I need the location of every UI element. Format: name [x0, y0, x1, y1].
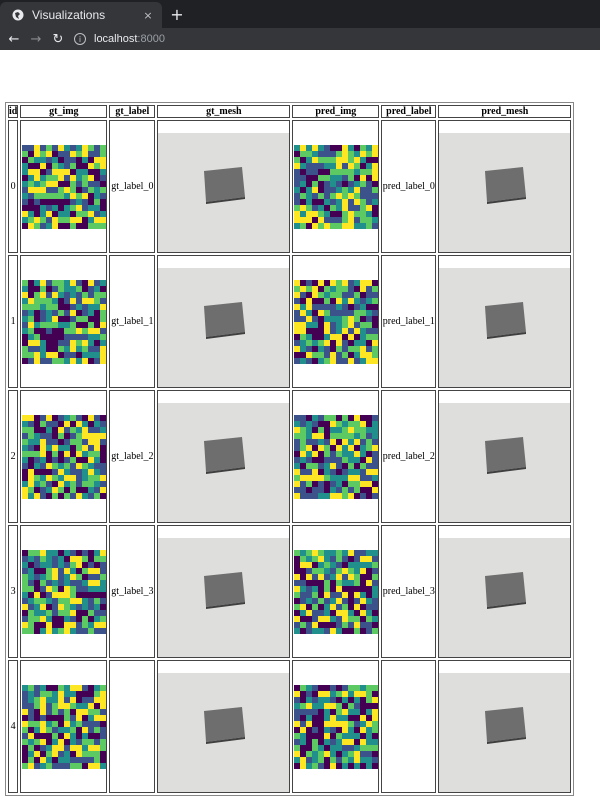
- header-gt-label: gt_label: [109, 105, 156, 118]
- forward-arrow-icon[interactable]: →: [30, 31, 42, 47]
- pred-img-cell: [292, 390, 380, 523]
- row-id: 0: [8, 120, 19, 253]
- mesh-render: [158, 391, 290, 522]
- pred-label-cell: pred_label_1: [381, 255, 437, 388]
- mesh-render: [439, 121, 571, 252]
- url-host: localhost: [94, 33, 138, 45]
- gt-mesh-cell: [157, 660, 291, 793]
- address-bar[interactable]: i localhost:8000: [74, 29, 600, 49]
- heatmap-image: [21, 279, 106, 364]
- mesh-render: [439, 391, 571, 522]
- new-tab-button[interactable]: +: [170, 4, 184, 24]
- gt-label-cell: gt_label_0: [109, 120, 156, 253]
- gt-img-cell: [20, 660, 108, 793]
- gt-img-cell: [20, 525, 108, 658]
- pred-img-cell: [292, 660, 380, 793]
- gt-mesh-cell: [157, 255, 291, 388]
- gt-label-cell: gt_label_1: [109, 255, 156, 388]
- header-gt-img: gt_img: [20, 105, 108, 118]
- header-pred-label: pred_label: [381, 105, 437, 118]
- header-gt-mesh: gt_mesh: [157, 105, 291, 118]
- heatmap-image: [293, 549, 378, 634]
- header-id: id: [8, 105, 19, 118]
- mesh-render: [158, 661, 290, 792]
- pred-img-cell: [292, 255, 380, 388]
- heatmap-image: [293, 684, 378, 769]
- heatmap-image: [293, 414, 378, 499]
- gt-label-cell: gt_label_2: [109, 390, 156, 523]
- gt-img-cell: [20, 255, 108, 388]
- gt-mesh-cell: [157, 120, 291, 253]
- header-pred-mesh: pred_mesh: [438, 105, 572, 118]
- pred-label-cell: pred_label_0: [381, 120, 437, 253]
- back-arrow-icon[interactable]: ←: [8, 31, 20, 47]
- pred-img-cell: [292, 120, 380, 253]
- table-row: 1 gt_label_1 pred_label_1: [8, 255, 572, 388]
- header-pred-img: pred_img: [292, 105, 380, 118]
- gt-label-cell: [109, 660, 156, 793]
- browser-tab[interactable]: Visualizations ×: [0, 2, 162, 28]
- mesh-render: [158, 121, 290, 252]
- reload-icon[interactable]: ↻: [52, 31, 64, 47]
- browser-titlebar: Visualizations × +: [0, 0, 600, 28]
- table-row: 4: [8, 660, 572, 793]
- tab-title: Visualizations: [32, 8, 106, 22]
- gt-mesh-cell: [157, 390, 291, 523]
- pred-label-cell: pred_label_3: [381, 525, 437, 658]
- mesh-render: [158, 526, 290, 657]
- row-id: 1: [8, 255, 19, 388]
- heatmap-image: [293, 279, 378, 364]
- url-port: :8000: [137, 33, 165, 45]
- heatmap-image: [293, 144, 378, 229]
- globe-icon: [12, 9, 24, 21]
- table-row: 2 gt_label_2 pred_label_2: [8, 390, 572, 523]
- pred-mesh-cell: [438, 525, 572, 658]
- gt-img-cell: [20, 390, 108, 523]
- pred-mesh-cell: [438, 255, 572, 388]
- row-id: 2: [8, 390, 19, 523]
- pred-label-cell: pred_label_2: [381, 390, 437, 523]
- gt-label-cell: gt_label_3: [109, 525, 156, 658]
- row-id: 4: [8, 660, 19, 793]
- gt-img-cell: [20, 120, 108, 253]
- mesh-render: [439, 526, 571, 657]
- site-info-icon[interactable]: i: [74, 33, 86, 45]
- row-id: 3: [8, 525, 19, 658]
- heatmap-image: [21, 144, 106, 229]
- mesh-render: [439, 661, 571, 792]
- table-row: 0 gt_label_0 pred_label_0: [8, 120, 572, 253]
- pred-img-cell: [292, 525, 380, 658]
- pred-mesh-cell: [438, 660, 572, 793]
- pred-mesh-cell: [438, 390, 572, 523]
- heatmap-image: [21, 684, 106, 769]
- gt-mesh-cell: [157, 525, 291, 658]
- heatmap-image: [21, 414, 106, 499]
- browser-toolbar: ← → ↻ i localhost:8000: [0, 28, 600, 50]
- heatmap-image: [21, 549, 106, 634]
- pred-mesh-cell: [438, 120, 572, 253]
- table-row: 3 gt_label_3 pred_label_3: [8, 525, 572, 658]
- pred-label-cell: [381, 660, 437, 793]
- table-header-row: id gt_img gt_label gt_mesh pred_img pred…: [8, 105, 572, 118]
- visualizations-table: id gt_img gt_label gt_mesh pred_img pred…: [5, 102, 575, 796]
- close-tab-icon[interactable]: ×: [143, 8, 153, 22]
- mesh-render: [439, 256, 571, 387]
- mesh-render: [158, 256, 290, 387]
